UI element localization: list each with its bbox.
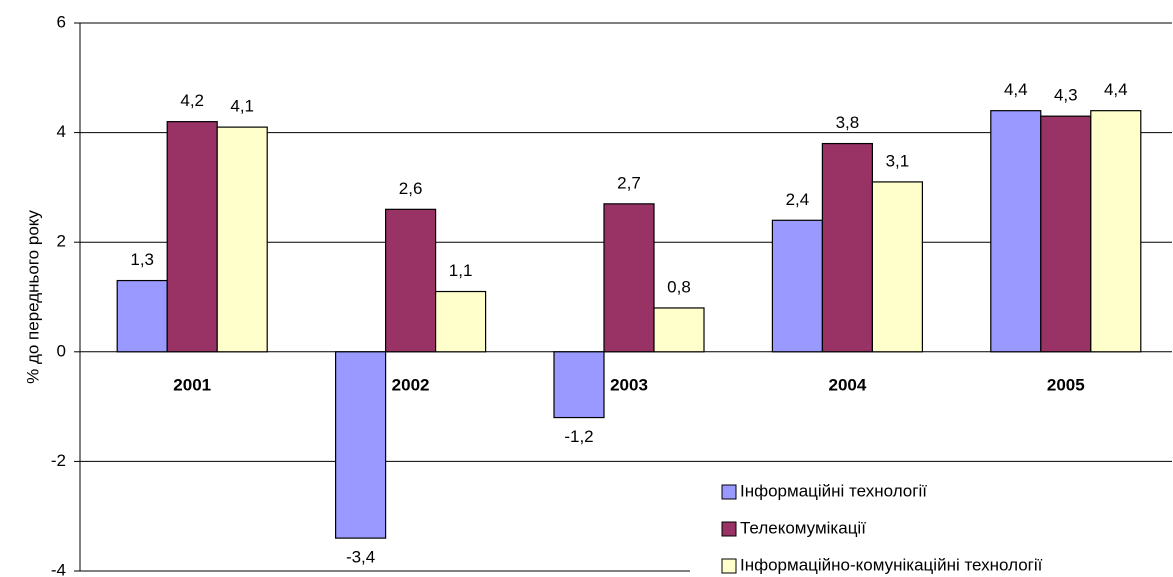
data-label: 1,1 [449,261,473,280]
y-tick-label: 6 [57,12,66,31]
bar [771,219,824,353]
y-tick-label: 0 [57,341,66,360]
bar [1040,115,1092,353]
bar [871,181,924,353]
y-tick-label: -2 [51,451,66,470]
legend-box [690,475,1173,577]
bar [385,208,437,353]
data-label: 1,3 [130,250,154,269]
bar [435,290,487,353]
bar [335,351,387,539]
data-label: 4,1 [230,97,254,116]
bar [553,351,605,419]
bar [603,203,655,353]
data-label: 4,3 [1054,86,1078,105]
y-tick-label: -4 [51,560,66,577]
data-label: 2,7 [617,173,641,192]
data-label: -3,4 [346,548,375,567]
y-tick-label: 4 [57,122,66,141]
bar [821,142,874,353]
data-label: 4,4 [1104,80,1128,99]
bar [166,121,218,353]
x-tick-label: 2001 [173,375,211,394]
data-label: 4,2 [180,91,204,110]
legend-label: Інформаційно-комунікаційні технології [740,555,1043,574]
data-label: 2,4 [786,190,810,209]
data-label: 4,4 [1004,80,1028,99]
legend-label: Інформаційні технології [740,481,927,500]
legend-swatch [721,484,737,500]
x-tick-label: 2005 [1047,375,1085,394]
bar [216,126,268,353]
legend-label: Телекомумікації [740,518,866,537]
bar [116,279,168,353]
data-label: 3,1 [886,151,910,170]
y-tick-label: 2 [57,232,66,251]
x-tick-label: 2002 [392,375,430,394]
data-label: -1,2 [564,427,593,446]
bar [653,307,705,353]
y-axis-title: % до переднього року [23,210,42,384]
data-label: 0,8 [667,277,691,296]
x-tick-label: 2004 [828,375,866,394]
legend-swatch [721,521,737,537]
data-label: 2,6 [399,179,423,198]
legend-swatch [721,558,737,574]
data-label: 3,8 [836,113,860,132]
bar [990,110,1042,353]
bar [1090,110,1142,353]
x-tick-label: 2003 [610,375,648,394]
